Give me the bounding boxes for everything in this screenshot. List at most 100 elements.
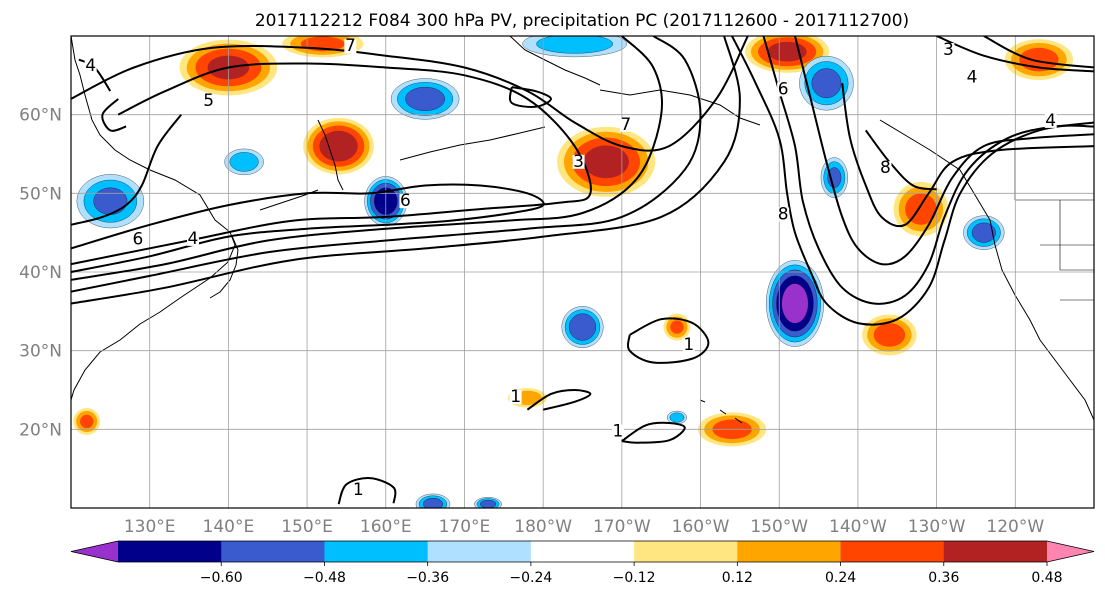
lat-label: 20°N: [19, 420, 62, 440]
contour-label-bg: [202, 94, 215, 109]
contour-label-bg: [572, 154, 585, 169]
coastline-aleutians: [399, 126, 546, 161]
lon-label: 170°E: [439, 517, 491, 537]
precip-blob: [561, 306, 604, 348]
contour-label: 4: [1045, 111, 1056, 131]
lon-label: 120°W: [986, 517, 1044, 537]
precip-blob: [522, 36, 627, 58]
colorbar-swatch: [221, 541, 325, 562]
precip-band: [811, 68, 842, 99]
pv-contour: [841, 83, 1094, 228]
contour-label-bg: [619, 117, 632, 132]
colorbar-swatch: [427, 541, 532, 562]
contour-label-bg: [84, 58, 97, 73]
contour-label: 6: [400, 191, 411, 211]
colorbar-tick-labels: −0.60 −0.48 −0.36 −0.24 −0.12 0.12 0.24 0.36 0.4…: [200, 562, 1063, 586]
contour-label-bg: [399, 194, 412, 209]
precip-blob: [862, 314, 917, 356]
contour-label-bg: [1044, 113, 1057, 128]
colorbar-tick-label: 0.48: [1031, 570, 1062, 586]
lon-label: 150°E: [281, 517, 333, 537]
lon-label: 170°W: [593, 517, 651, 537]
colorbar-tick-label: 0.36: [928, 570, 959, 586]
precip-blob: [963, 215, 1005, 250]
colorbar-outline: [70, 540, 1095, 563]
pv-contour: [864, 129, 937, 191]
contour-label-bg: [344, 39, 357, 54]
colorbar-swatch: [530, 541, 635, 562]
lat-label: 50°N: [19, 184, 62, 204]
coastline-kamchatka: [317, 119, 344, 191]
pv-contour: [71, 36, 663, 281]
contour-label: 6: [132, 230, 143, 250]
lon-label: 160°E: [360, 517, 412, 537]
contour-label: 3: [573, 152, 584, 172]
lat-label: 30°N: [19, 342, 62, 362]
precip-band: [781, 283, 809, 324]
contour-label-bg: [942, 43, 955, 58]
contour-label-bg: [131, 232, 144, 247]
gridlines: [71, 36, 1094, 508]
latitude-labels: 60°N 50°N 40°N 30°N 20°N: [19, 106, 62, 441]
coastline-asia: [71, 36, 236, 401]
pv-contour: [337, 477, 397, 505]
contour-label: 4: [85, 56, 96, 76]
precip-band: [480, 499, 497, 508]
colorbar-tick-label: 0.24: [825, 570, 856, 586]
contour-label: 6: [778, 79, 789, 99]
pv-contour: [71, 36, 749, 152]
precip-band: [229, 152, 259, 172]
colorbar-tick-label: −0.60: [200, 570, 243, 586]
contour-label-bg: [777, 82, 790, 97]
precip-blob: [303, 117, 374, 175]
precip-band: [670, 320, 684, 334]
contour-label: 7: [620, 115, 631, 135]
coastline-pacific-northwest: [879, 119, 1094, 421]
longitude-labels: 130°E 140°E 150°E 160°E 170°E 180°W 170°W 160°W…: [124, 517, 1045, 537]
precip-band: [568, 313, 597, 341]
pv-contour: [71, 36, 741, 305]
colorbar-swatch: [840, 541, 945, 562]
contour-label: 4: [967, 68, 978, 88]
precip-band: [536, 36, 613, 54]
pv-contour: [71, 183, 545, 273]
precip-blob: [76, 174, 145, 229]
precip-band: [80, 414, 94, 429]
precip-band: [669, 412, 685, 423]
precip-band: [873, 323, 906, 347]
contour-label: 7: [345, 36, 356, 56]
map-title: 2017112212 F084 300 hPa PV, precipitatio…: [255, 11, 909, 31]
colorbar-swatch: [324, 541, 429, 562]
contour-label-bg: [777, 207, 790, 222]
colorbar-swatch: [118, 541, 222, 562]
pv-contour: [508, 86, 553, 108]
precip-blob: [474, 497, 502, 508]
precipitation-shading: [73, 36, 1073, 508]
precip-band: [93, 187, 128, 215]
colorbar-swatch: [943, 541, 1048, 562]
pv-contour: [71, 114, 182, 226]
contour-label: 1: [510, 387, 521, 407]
precip-blob: [557, 126, 656, 197]
contour-label-bg: [879, 161, 892, 176]
precip-band: [971, 222, 996, 243]
pv-contour: [101, 98, 127, 132]
precip-band: [583, 145, 629, 179]
lon-label: 130°W: [908, 517, 966, 537]
contour-label: 1: [683, 335, 694, 355]
coastlines: [71, 36, 1094, 424]
contour-label-bg: [186, 231, 199, 246]
colorbar-tick-label: 0.12: [722, 570, 753, 586]
lon-label: 140°W: [829, 517, 887, 537]
lon-label: 160°W: [672, 517, 730, 537]
colorbar-extend-low: [71, 541, 118, 562]
pv-contour: [936, 36, 1094, 73]
precip-blob: [667, 410, 687, 425]
lon-label: 140°E: [203, 517, 255, 537]
colorbar-tick-label: −0.12: [613, 570, 656, 586]
pv-contour: [794, 36, 1094, 266]
lat-label: 60°N: [19, 106, 62, 126]
